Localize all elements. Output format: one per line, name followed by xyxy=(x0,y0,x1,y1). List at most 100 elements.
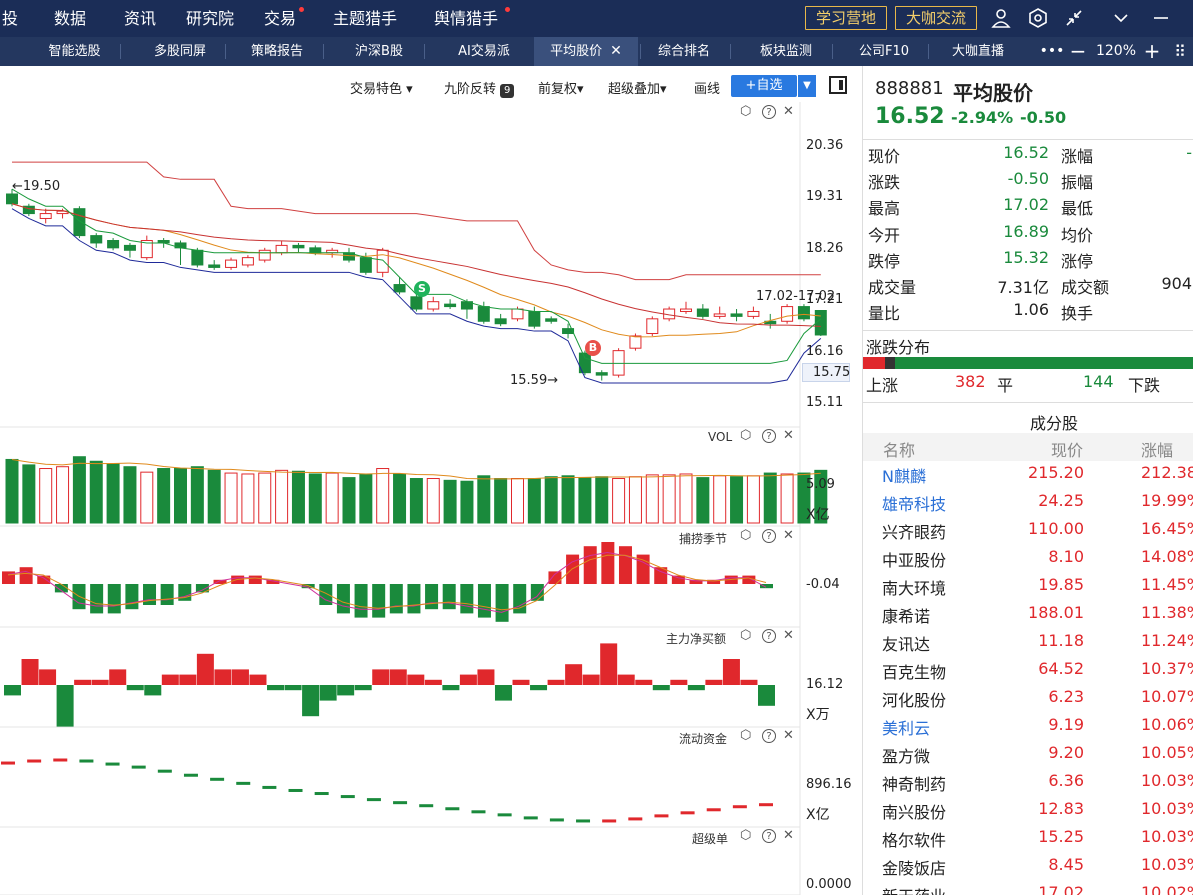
nav-item-5[interactable]: 主题猎手 xyxy=(333,9,398,28)
list-item[interactable]: N麒麟 215.20 212.38% xyxy=(863,463,1193,491)
candle[interactable] xyxy=(376,247,389,278)
study-camp-button[interactable]: 学习营地 xyxy=(805,6,887,30)
close-icon[interactable]: ✕ xyxy=(783,828,794,843)
list-item[interactable]: 雄帝科技 24.25 19.99% xyxy=(863,491,1193,519)
list-item[interactable]: 格尔软件 15.25 10.03% xyxy=(863,827,1193,855)
favorite-dropdown-button[interactable]: ▼ xyxy=(798,75,816,97)
candle[interactable] xyxy=(781,304,794,324)
col-header-change[interactable]: 涨幅 xyxy=(1141,441,1174,460)
expert-talk-button[interactable]: 大咖交流 xyxy=(895,6,977,30)
help-icon[interactable]: ? xyxy=(762,429,776,443)
candle[interactable] xyxy=(494,313,507,327)
help-icon[interactable]: ? xyxy=(762,729,776,743)
shrink-icon[interactable] xyxy=(1063,7,1085,29)
sell-signal-marker[interactable]: S xyxy=(414,281,430,298)
candle[interactable] xyxy=(545,316,558,324)
candle[interactable] xyxy=(73,206,86,239)
nav-item-4[interactable]: 交易 xyxy=(264,9,297,28)
candle[interactable] xyxy=(241,255,254,268)
more-tabs-icon[interactable]: ••• xyxy=(1039,43,1065,59)
buy-signal-marker[interactable]: B xyxy=(585,340,601,357)
tab-9[interactable]: 大咖直播 xyxy=(932,37,1024,66)
candle[interactable] xyxy=(696,304,709,319)
tab-4[interactable]: AI交易派 xyxy=(434,37,534,66)
tab-5[interactable]: 平均股价 ✕ xyxy=(534,37,638,66)
super-overlay-menu[interactable]: 超级叠加▾ xyxy=(608,82,667,97)
nav-item-1[interactable]: 数据 xyxy=(54,9,87,28)
candle[interactable] xyxy=(680,301,692,314)
candle[interactable] xyxy=(208,260,221,270)
close-icon[interactable]: ✕ xyxy=(783,728,794,743)
candle[interactable] xyxy=(39,208,52,224)
add-favorite-button[interactable]: +自选 xyxy=(731,75,797,97)
zoom-out-button[interactable]: − xyxy=(1069,39,1087,63)
tab-2[interactable]: 策略报告 xyxy=(233,37,321,66)
panel-toggle-icon[interactable] xyxy=(829,76,847,94)
candle[interactable] xyxy=(174,240,187,265)
forward-adjust-menu[interactable]: 前复权▾ xyxy=(538,82,584,97)
close-icon[interactable]: ✕ xyxy=(783,428,794,443)
candle[interactable] xyxy=(123,242,136,258)
col-header-name[interactable]: 名称 xyxy=(883,441,916,460)
list-item[interactable]: 康希诺 188.01 11.38% xyxy=(863,603,1193,631)
candle[interactable] xyxy=(814,310,827,336)
candle[interactable] xyxy=(747,306,760,319)
close-icon[interactable]: ✕ xyxy=(783,104,794,119)
close-icon[interactable]: ✕ xyxy=(783,628,794,643)
hexagon-settings-icon[interactable] xyxy=(1027,7,1049,29)
nine-reversal-toggle[interactable]: 九阶反转 9 xyxy=(444,78,515,98)
help-icon[interactable]: ? xyxy=(762,105,776,119)
settings-icon[interactable]: ⬡ xyxy=(740,528,752,543)
candle[interactable] xyxy=(629,333,642,351)
candle[interactable] xyxy=(292,242,305,253)
candle[interactable] xyxy=(646,316,659,336)
nav-item-2[interactable]: 资讯 xyxy=(124,9,157,28)
candle[interactable] xyxy=(258,247,271,263)
settings-icon[interactable]: ⬡ xyxy=(740,104,752,119)
candle[interactable] xyxy=(578,350,591,376)
settings-icon[interactable]: ⬡ xyxy=(740,828,752,843)
zoom-in-button[interactable]: + xyxy=(1143,39,1161,63)
help-icon[interactable]: ? xyxy=(762,829,776,843)
list-item[interactable]: 中亚股份 8.10 14.08% xyxy=(863,547,1193,575)
tab-0[interactable]: 智能选股 xyxy=(31,37,118,66)
settings-icon[interactable]: ⬡ xyxy=(740,728,752,743)
candle[interactable] xyxy=(444,299,457,310)
list-item[interactable]: 河化股份 6.23 10.07% xyxy=(863,687,1193,715)
candle[interactable] xyxy=(528,306,541,329)
nav-item-3[interactable]: 研究院 xyxy=(186,9,235,28)
candle[interactable] xyxy=(22,203,35,217)
candle[interactable] xyxy=(427,296,440,312)
tab-close-icon[interactable]: ✕ xyxy=(610,43,622,59)
col-header-price[interactable]: 现价 xyxy=(1050,441,1083,460)
candle[interactable] xyxy=(713,306,726,319)
tab-7[interactable]: 板块监测 xyxy=(742,37,830,66)
kline-chart-svg[interactable] xyxy=(0,102,862,895)
candle[interactable] xyxy=(730,309,743,322)
list-item[interactable]: 美利云 9.19 10.06% xyxy=(863,715,1193,743)
draw-line-button[interactable]: 画线 xyxy=(694,82,721,97)
list-item[interactable]: 神奇制药 6.36 10.03% xyxy=(863,771,1193,799)
nav-item-0[interactable]: 投 xyxy=(2,9,19,28)
list-item[interactable]: 百克生物 64.52 10.37% xyxy=(863,659,1193,687)
list-item[interactable]: 友讯达 11.18 11.24% xyxy=(863,631,1193,659)
candle[interactable] xyxy=(562,323,575,339)
help-icon[interactable]: ? xyxy=(762,629,776,643)
list-item[interactable]: 盈方微 9.20 10.05% xyxy=(863,743,1193,771)
list-item[interactable]: 南大环境 19.85 11.45% xyxy=(863,575,1193,603)
list-item[interactable]: 兴齐眼药 110.00 16.45% xyxy=(863,519,1193,547)
minimize-icon[interactable] xyxy=(1150,7,1172,29)
candle[interactable] xyxy=(797,304,810,322)
close-icon[interactable]: ✕ xyxy=(783,528,794,543)
tab-3[interactable]: 沪深B股 xyxy=(336,37,422,66)
candle[interactable] xyxy=(225,257,238,270)
chart-area[interactable]: 20.36 19.31 18.26 17.21 16.16 15.11 15.75 ←19.5… xyxy=(0,102,862,895)
settings-icon[interactable]: ⬡ xyxy=(740,628,752,643)
chevron-down-icon[interactable] xyxy=(1110,7,1132,29)
candle[interactable] xyxy=(393,277,406,295)
grid-icon[interactable]: ⠿ xyxy=(1174,42,1186,61)
candle[interactable] xyxy=(140,235,153,261)
list-item[interactable]: 新天药业 17.02 10.02% xyxy=(863,883,1193,895)
list-item[interactable]: 金陵饭店 8.45 10.03% xyxy=(863,855,1193,883)
candle[interactable] xyxy=(595,370,608,381)
